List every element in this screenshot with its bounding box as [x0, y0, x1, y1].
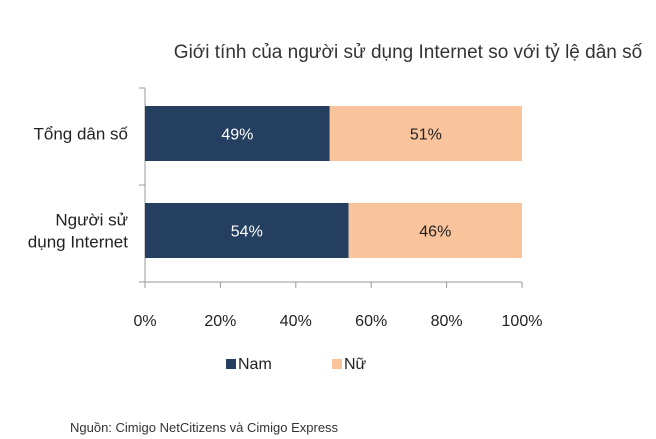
bar-data-label: 54% [231, 224, 263, 241]
bar-segment-nam [145, 203, 349, 258]
bar-data-label: 49% [221, 127, 253, 144]
bar-segment-nữ [329, 106, 522, 161]
category-labels: Tổng dân số Người sử dụng Internet [28, 125, 129, 252]
bar-segment-nam [145, 106, 330, 161]
x-tick-label: 100% [502, 313, 543, 330]
x-tick-label: 80% [431, 313, 463, 330]
legend: Nam Nữ [226, 356, 367, 373]
category-label: dụng Internet [28, 233, 128, 252]
x-tick-labels: 0% 20% 40% 60% 80% 100% [133, 313, 542, 330]
bars: 49% 51% 54% 46% [145, 106, 522, 258]
legend-swatch-nữ [332, 359, 342, 369]
category-label: Người sử [55, 211, 128, 230]
bar-data-label: 51% [410, 127, 442, 144]
x-tick-label: 40% [280, 313, 312, 330]
x-tick-label: 0% [133, 313, 156, 330]
chart-title: Giới tính của người sử dụng Internet so … [174, 42, 643, 63]
legend-label: Nữ [344, 356, 367, 373]
source-note: Nguồn: Cimigo NetCitizens và Cimigo Expr… [70, 420, 339, 435]
x-tick-label: 60% [355, 313, 387, 330]
legend-swatch-nam [226, 359, 236, 369]
bar-data-label: 46% [419, 224, 451, 241]
category-label: Tổng dân số [33, 125, 128, 144]
x-tick-label: 20% [204, 313, 236, 330]
bar-segment-nữ [348, 203, 522, 258]
legend-label: Nam [238, 356, 272, 373]
